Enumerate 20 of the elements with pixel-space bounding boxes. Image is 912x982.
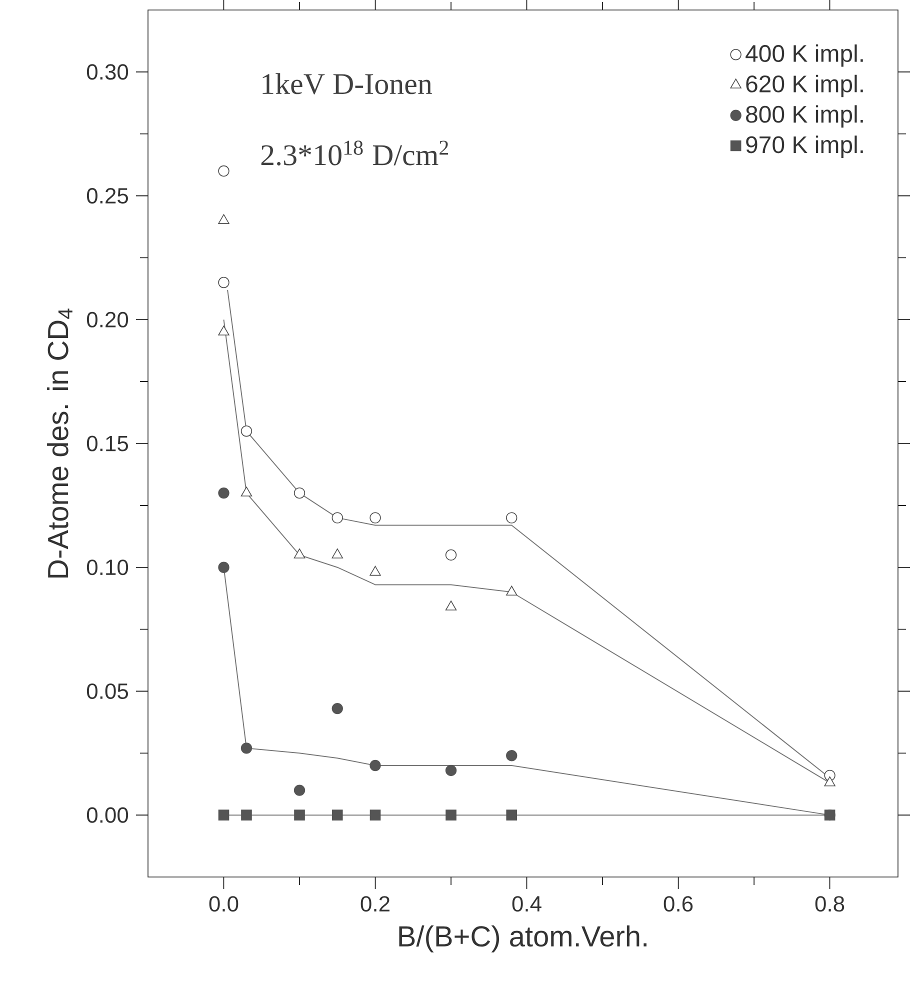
y-tick-label: 0.10 <box>86 560 128 576</box>
annotation: 1keV D-Ionen <box>262 73 432 94</box>
y-axis-title: D-Atome des. in CD$_{4}$ <box>47 308 72 578</box>
y-tick-label: 0.15 <box>86 436 128 452</box>
x-tick-label: 0.0 <box>209 896 238 912</box>
y-tick-label: 0.00 <box>86 807 128 823</box>
x-axis-title: B/(B+C) atom.Verh. <box>399 925 646 952</box>
legend-label: 400 K impl. <box>746 44 863 67</box>
x-tick-label: 0.6 <box>664 896 693 912</box>
annotation: 2.3*10$^{18}$ D/cm$^{2}$ <box>261 140 448 166</box>
y-tick-label: 0.30 <box>86 64 128 80</box>
x-tick-label: 0.2 <box>360 896 390 912</box>
legend-label: 970 K impl. <box>746 136 863 158</box>
x-tick-label: 0.4 <box>512 896 542 912</box>
legend-label: 800 K impl. <box>746 105 863 128</box>
y-tick-label: 0.25 <box>86 188 128 204</box>
y-tick-label: 0.05 <box>86 683 128 700</box>
y-tick-label: 0.20 <box>86 312 128 328</box>
x-tick-label: 0.8 <box>815 896 844 912</box>
legend-label: 620 K impl. <box>746 74 863 98</box>
